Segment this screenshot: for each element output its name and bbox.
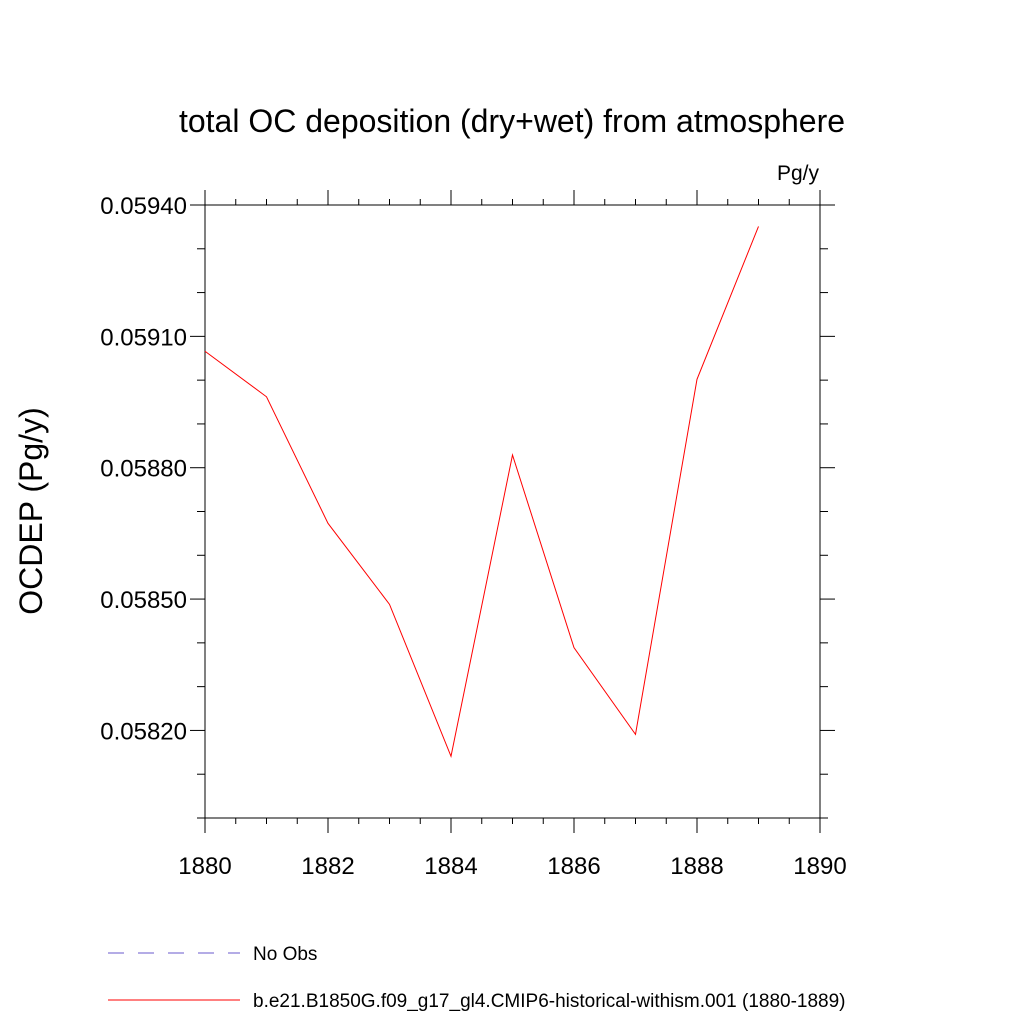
legend: No Obs b.e21.B1850G.f09_g17_gl4.CMIP6-his… xyxy=(108,944,846,1012)
plot-frame xyxy=(204,204,821,819)
y-tick-label: 0.05820 xyxy=(100,718,187,745)
x-tick-label: 1884 xyxy=(424,853,477,880)
x-tick-label: 1886 xyxy=(547,853,600,880)
y-tick-label: 0.05910 xyxy=(100,324,187,351)
legend-label: b.e21.B1850G.f09_g17_gl4.CMIP6-historica… xyxy=(253,991,846,1012)
y-tick-label: 0.05850 xyxy=(100,587,187,614)
y-tick-label: 0.05940 xyxy=(100,193,187,220)
chart-title: total OC deposition (dry+wet) from atmos… xyxy=(179,103,845,139)
x-tick-label: 1888 xyxy=(670,853,723,880)
x-tick-label: 1882 xyxy=(301,853,354,880)
y-tick-label: 0.05880 xyxy=(100,456,187,483)
axis-tick-labels: 1880 1882 1884 1886 1888 1890 0.05820 0.05850 0.… xyxy=(100,193,846,880)
legend-label: No Obs xyxy=(253,944,317,965)
units-label: Pg/y xyxy=(777,162,820,185)
axis-ticks xyxy=(190,190,835,833)
y-axis-label: OCDEP (Pg/y) xyxy=(13,407,49,614)
data-series xyxy=(204,226,759,758)
series-line xyxy=(204,226,759,758)
x-tick-label: 1880 xyxy=(178,853,231,880)
x-tick-label: 1890 xyxy=(793,853,846,880)
